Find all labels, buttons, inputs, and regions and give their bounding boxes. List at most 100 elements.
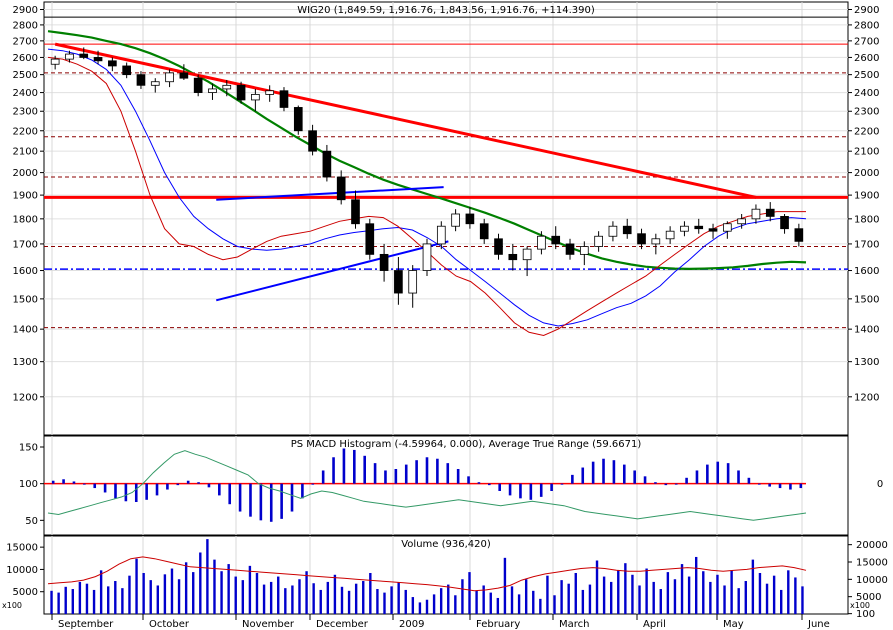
candle-body	[494, 238, 503, 255]
candle-body	[479, 223, 489, 240]
volume-bar	[121, 588, 124, 614]
volume-bar	[787, 570, 790, 614]
volume-bar	[305, 571, 308, 614]
volume-bar	[539, 598, 542, 614]
price-tick-label-right: 2100	[854, 147, 879, 158]
volume-bar	[156, 585, 160, 614]
volume-bar	[496, 597, 500, 614]
macd-histogram-bar	[529, 483, 533, 500]
macd-histogram-bar	[155, 483, 159, 496]
macd-histogram-bar	[249, 483, 252, 517]
candle-body	[780, 216, 789, 230]
volume-bar	[730, 570, 733, 614]
price-tick-label-right: 2200	[854, 126, 879, 137]
volume-bar	[716, 574, 719, 614]
macd-histogram-bar	[415, 460, 418, 484]
macd-histogram-bar	[363, 455, 366, 484]
candle-body	[465, 213, 475, 225]
price-tick-label-right: 1300	[854, 357, 879, 368]
candle-body	[565, 243, 575, 255]
volume-bar	[50, 590, 53, 614]
volume-bar	[475, 590, 478, 614]
mid-moving-average	[47, 48, 807, 327]
volume-bar	[758, 572, 762, 614]
volume-bar	[772, 575, 776, 614]
candle-body	[408, 270, 418, 294]
price-levels	[44, 16, 848, 329]
macd-histogram-bar	[83, 483, 86, 485]
macd-histogram-bar	[301, 483, 304, 499]
macd-histogram-bar	[581, 467, 585, 484]
macd-histogram-bar	[197, 482, 200, 484]
macd-histogram-bar	[353, 449, 356, 484]
macd-histogram-bar	[768, 483, 771, 487]
volume-bar	[347, 590, 351, 614]
macd-histogram-bar	[72, 481, 76, 484]
volume-bar	[213, 559, 216, 614]
candle-body	[680, 225, 689, 232]
volume-bar	[432, 594, 436, 614]
candle-body	[50, 58, 60, 65]
price-tick-label-right: 2700	[854, 36, 879, 47]
volume-bar	[751, 559, 755, 614]
candle-body	[293, 107, 303, 132]
candle-body	[208, 88, 217, 93]
atr-line	[47, 450, 807, 521]
downtrend-trendline	[54, 42, 757, 199]
macd-histogram-bar	[674, 483, 678, 485]
macd-histogram-bar	[134, 483, 138, 502]
volume-right-tick-label: 5000	[856, 592, 881, 603]
price-tick-label: 2300	[13, 107, 38, 118]
candle-body	[251, 93, 260, 101]
macd-histogram-bar	[456, 469, 460, 484]
macd-histogram-bar	[176, 483, 180, 486]
macd-histogram-bar	[145, 483, 148, 500]
volume-bar	[567, 583, 570, 614]
volume-bar	[376, 589, 379, 614]
candle-body	[336, 176, 346, 201]
volume-bar	[418, 602, 422, 614]
volume-bar	[390, 586, 393, 614]
volume-bar	[801, 586, 804, 614]
volume-bar	[114, 581, 117, 614]
volume-bar	[694, 556, 698, 614]
volume-bar	[262, 584, 266, 614]
volume-bar	[135, 558, 138, 614]
volume-bar	[383, 592, 386, 614]
macd-histogram-bar	[726, 463, 730, 484]
indicator-tick-label: 50	[25, 516, 38, 527]
volume-right-tick-label: 15000	[856, 558, 888, 569]
candle-body	[150, 81, 160, 86]
volume-bar	[206, 539, 209, 614]
candle-body	[694, 225, 704, 230]
macd-histogram-bar	[571, 474, 574, 484]
volume-right-tick-label: 100	[856, 609, 875, 620]
price-trendlines	[54, 42, 757, 302]
macd-histogram-bar	[321, 470, 325, 484]
volume-bar	[57, 592, 60, 614]
volume-bar	[354, 583, 358, 614]
macd-histogram-bar	[519, 483, 522, 499]
volume-right-tick-label: 20000	[856, 540, 888, 551]
month-label: February	[476, 619, 520, 630]
volume-bar	[404, 589, 407, 614]
candle-body	[322, 150, 332, 178]
volume-bar	[645, 568, 648, 614]
volume-bar	[702, 571, 705, 614]
volume-bar	[340, 586, 344, 614]
macd-histogram-bar	[467, 476, 470, 484]
volume-bar	[574, 572, 577, 614]
macd-histogram-bar	[706, 464, 709, 484]
macd-histogram-bar	[602, 458, 605, 484]
candle-body	[708, 228, 718, 232]
candle-body	[451, 213, 460, 227]
volume-bar	[99, 570, 103, 614]
price-tick-label: 1300	[13, 357, 38, 368]
price-y-ticks: 2900 2900 2800 2800 2700 2700 2600 2600 2500 2500…	[13, 5, 880, 403]
macd-histogram-bar	[166, 483, 169, 490]
price-tick-label: 1200	[13, 392, 38, 403]
price-tick-label-right: 2900	[854, 5, 879, 16]
month-label: November	[242, 619, 295, 630]
volume-bar	[227, 564, 230, 614]
volume-bar	[624, 563, 627, 614]
